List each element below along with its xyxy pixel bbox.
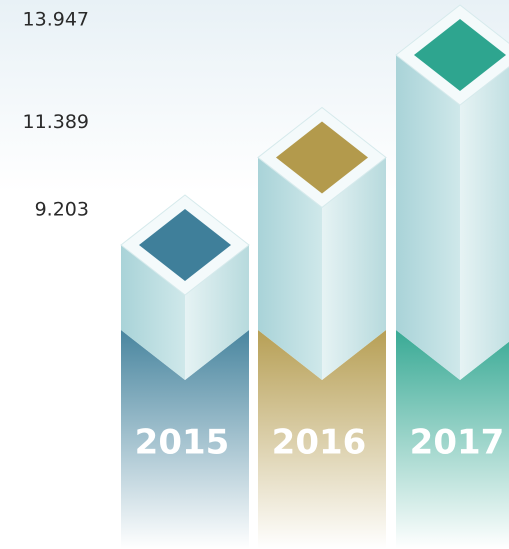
bar-reflection [258,330,386,549]
bar-right-face [460,66,509,380]
value-label: 11.389 [23,111,89,133]
year-label: 2017 [410,423,505,463]
year-label: 2015 [135,423,230,463]
bar-left-face [121,245,185,380]
bar [257,106,387,380]
value-label: 13.947 [23,9,89,31]
bar-left-face [258,157,322,380]
bar-top-inset [414,19,506,91]
bar [120,194,250,380]
bars [120,4,509,549]
bar-top-inset [276,121,368,194]
bar-right-face [322,157,386,380]
bar-top-inset [139,209,231,281]
bar-reflection [121,330,249,549]
bar-reflection [396,330,509,549]
value-label: 9.203 [35,199,89,221]
labels: 2015 9.203 2016 11.389 2017 13.947 [23,9,505,463]
bar-right-face [185,245,249,380]
bar [395,4,509,380]
bar-left-face [396,55,460,380]
year-label: 2016 [272,423,367,463]
